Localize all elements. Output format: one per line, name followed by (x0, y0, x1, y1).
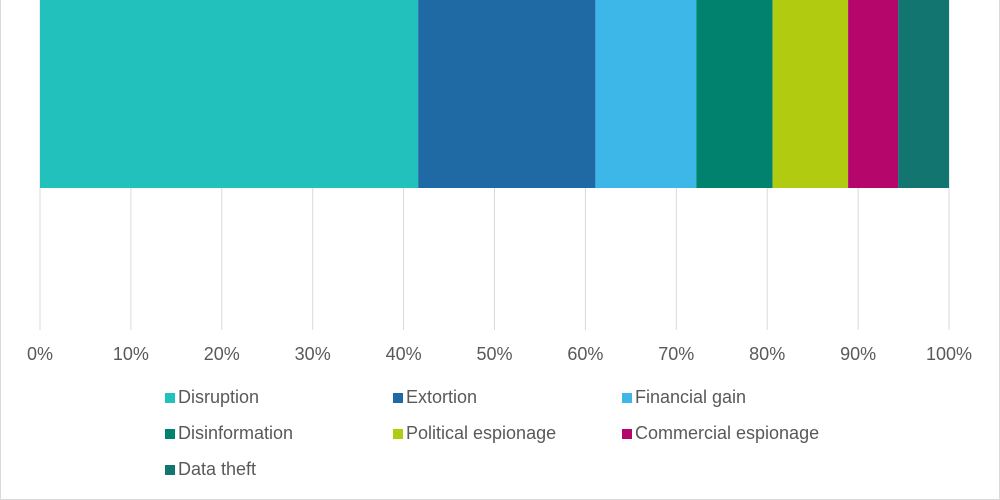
x-tick-label: 40% (386, 344, 422, 364)
bar-segment (418, 0, 596, 188)
legend-swatch (622, 393, 632, 403)
legend-label: Data theft (178, 459, 256, 479)
x-tick-label: 100% (926, 344, 972, 364)
x-tick-label: 20% (204, 344, 240, 364)
legend-label: Commercial espionage (635, 423, 819, 443)
bar-segment (772, 0, 849, 188)
bar-segment (696, 0, 773, 188)
legend-label: Financial gain (635, 387, 746, 407)
legend-swatch (622, 429, 632, 439)
legend-label: Disinformation (178, 423, 293, 443)
bar-segment (595, 0, 697, 188)
x-tick-label: 60% (567, 344, 603, 364)
x-tick-label: 30% (295, 344, 331, 364)
bar-segment (898, 0, 949, 188)
legend-swatch (393, 429, 403, 439)
legend-label: Extortion (406, 387, 477, 407)
legend-label: Political espionage (406, 423, 556, 443)
x-tick-label: 90% (840, 344, 876, 364)
legend-swatch (165, 465, 175, 475)
bar-segment (40, 0, 419, 188)
legend-swatch (165, 429, 175, 439)
x-tick-label: 10% (113, 344, 149, 364)
bar-segment (848, 0, 899, 188)
legend-swatch (165, 393, 175, 403)
x-tick-label: 80% (749, 344, 785, 364)
x-tick-label: 0% (27, 344, 53, 364)
legend-swatch (393, 393, 403, 403)
x-tick-label: 50% (476, 344, 512, 364)
legend-label: Disruption (178, 387, 259, 407)
x-tick-label: 70% (658, 344, 694, 364)
